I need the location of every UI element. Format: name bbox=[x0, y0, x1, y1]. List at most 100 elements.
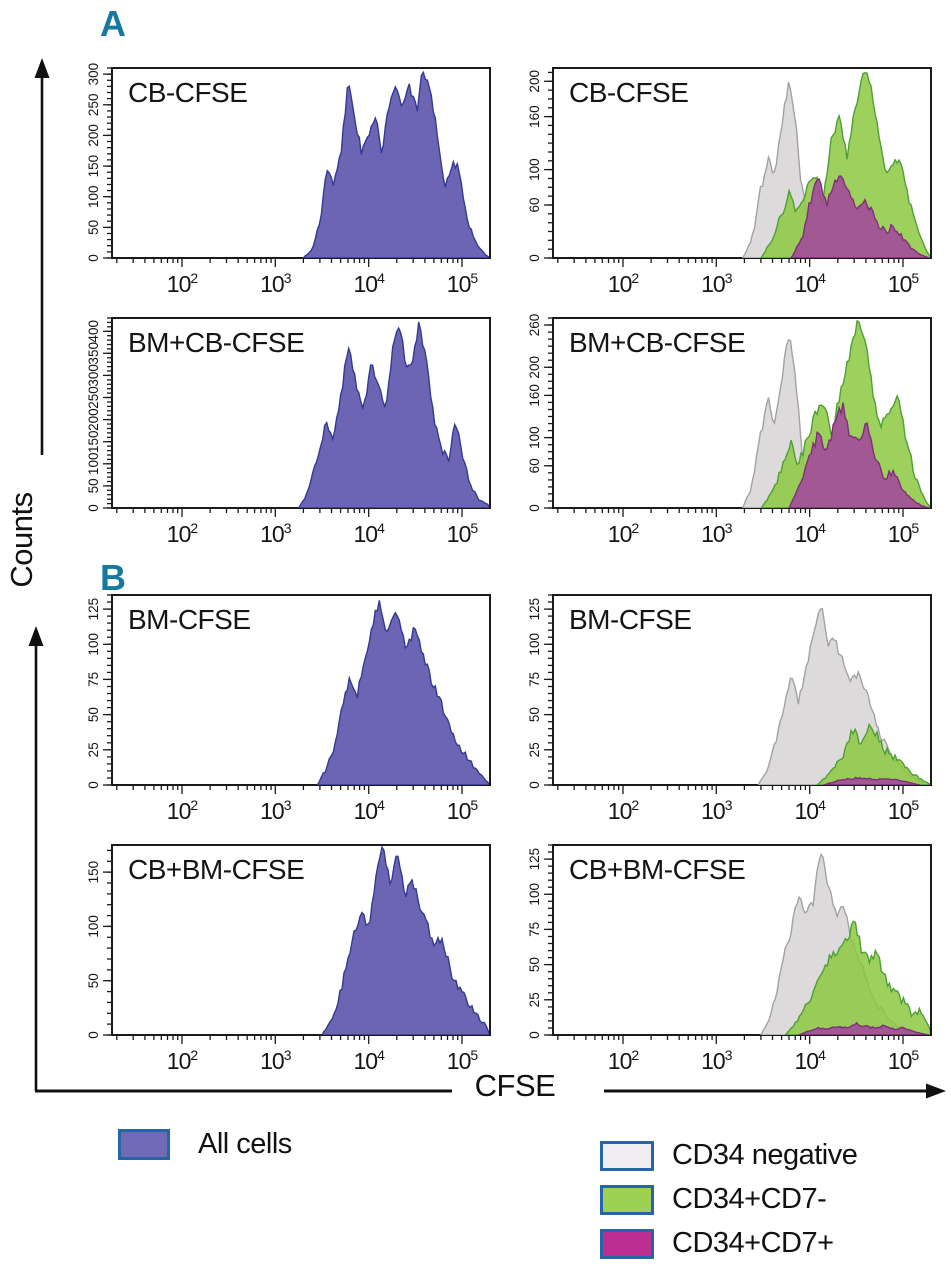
y-tick-label: 0 bbox=[86, 1031, 101, 1039]
y-tick-label: 0 bbox=[86, 254, 101, 262]
y-tick-label: 50 bbox=[86, 707, 101, 722]
y-axis-title: Counts bbox=[4, 492, 39, 588]
y-tick-label: 50 bbox=[527, 707, 542, 722]
y-axis-ticks bbox=[103, 67, 112, 259]
y-tick-label: 50 bbox=[86, 478, 101, 493]
y-axis-ticks bbox=[103, 317, 112, 509]
cd34-cd7-pos-label: CD34+CD7+ bbox=[672, 1227, 834, 1259]
y-tick-label: 60 bbox=[527, 458, 542, 473]
x-tick-label: 102 bbox=[608, 520, 640, 547]
histogram-panel-bm-cfse-all-cells: 0 25 50 75 100 125 102 103 104 105 BM-CFSE bbox=[62, 585, 498, 827]
y-tick-label: 200 bbox=[527, 356, 542, 379]
panel-title: CB+BM-CFSE bbox=[569, 854, 745, 885]
y-tick-label: 125 bbox=[527, 848, 542, 871]
series-cd34-cd7- bbox=[823, 776, 920, 785]
legend-cd34-cd7-neg: CD34+CD7- bbox=[600, 1183, 827, 1216]
y-axis-ticks bbox=[544, 71, 553, 259]
all-cells-swatch bbox=[118, 1129, 170, 1160]
y-tick-label: 200 bbox=[86, 124, 101, 147]
histogram-panel-cb-cfse-all-cells: 0 50 100 150 200 250 300 102 103 104 105 CB-CFSE bbox=[62, 58, 498, 300]
histogram-svg-b1-left: 0 25 50 75 100 125 102 103 104 105 BM-CFSE bbox=[86, 594, 491, 824]
y-tick-label: 150 bbox=[86, 430, 101, 453]
histogram-svg-b1-right: 0 25 50 75 100 125 102 103 104 105 BM-CFSE bbox=[527, 594, 932, 824]
panel-title: CB+BM-CFSE bbox=[128, 854, 304, 885]
y-tick-label: 50 bbox=[86, 973, 101, 988]
x-tick-label: 102 bbox=[608, 1047, 640, 1074]
y-tick-label: 75 bbox=[527, 672, 542, 687]
x-tick-label: 103 bbox=[260, 520, 292, 547]
y-tick-label: 100 bbox=[86, 633, 101, 656]
series-cd34-cd7- bbox=[784, 920, 930, 1035]
y-tick-label: 150 bbox=[86, 861, 101, 884]
x-tick-label: 104 bbox=[795, 270, 827, 297]
x-axis-ticks bbox=[116, 258, 463, 267]
x-tick-label: 102 bbox=[608, 270, 640, 297]
y-tick-label: 0 bbox=[527, 254, 542, 262]
x-tick-label: 103 bbox=[260, 270, 292, 297]
cfse-axis-arrow bbox=[35, 1083, 946, 1099]
series-all-cells bbox=[316, 600, 489, 785]
y-tick-label: 100 bbox=[86, 185, 101, 208]
y-axis-ticks bbox=[544, 844, 553, 1036]
y-tick-label: 60 bbox=[527, 197, 542, 212]
y-axis-ticks bbox=[544, 317, 553, 509]
x-axis-title: CFSE bbox=[474, 1068, 556, 1103]
y-tick-label: 400 bbox=[86, 320, 101, 343]
y-axis-ticks bbox=[103, 849, 112, 1036]
y-tick-label: 25 bbox=[527, 992, 542, 1007]
y-tick-label: 0 bbox=[86, 781, 101, 789]
x-axis-ticks bbox=[557, 508, 904, 517]
x-tick-label: 105 bbox=[888, 270, 920, 297]
histogram-panel-cb-bm-cfse-all-cells: 0 50 100 150 102 103 104 105 CB+BM-CFSE bbox=[62, 835, 498, 1077]
x-tick-label: 104 bbox=[795, 520, 827, 547]
y-axis-ticks bbox=[103, 594, 112, 786]
x-axis-ticks bbox=[116, 1035, 463, 1044]
y-tick-label: 75 bbox=[527, 922, 542, 937]
y-tick-label: 0 bbox=[527, 504, 542, 512]
x-axis-ticks bbox=[557, 785, 904, 794]
x-axis-ticks bbox=[557, 258, 904, 267]
series-cd34-cd7- bbox=[760, 319, 930, 508]
series-all-cells bbox=[302, 70, 489, 258]
y-tick-label: 125 bbox=[527, 598, 542, 621]
legend-cd34-negative: CD34 negative bbox=[600, 1139, 858, 1172]
panel-title: BM-CFSE bbox=[128, 604, 251, 635]
y-tick-label: 300 bbox=[86, 63, 101, 86]
x-tick-label: 104 bbox=[354, 797, 386, 824]
y-tick-label: 100 bbox=[527, 883, 542, 906]
y-axis-ticks bbox=[544, 594, 553, 786]
y-tick-label: 100 bbox=[527, 426, 542, 449]
x-tick-label: 102 bbox=[608, 797, 640, 824]
y-tick-label: 200 bbox=[527, 70, 542, 93]
panel-group-b-label: B bbox=[100, 557, 126, 598]
x-axis-ticks bbox=[557, 1035, 904, 1044]
panel-title: BM+CB-CFSE bbox=[128, 327, 304, 358]
x-tick-label: 105 bbox=[447, 1047, 479, 1074]
histogram-svg-a2-right: 0 60 100 160 200 260 102 103 104 105 BM+CB-CFSE bbox=[527, 314, 932, 547]
series-all-cells bbox=[297, 321, 489, 508]
cd34-negative-swatch bbox=[600, 1140, 654, 1171]
cd34-negative-label: CD34 negative bbox=[672, 1139, 858, 1171]
histogram-panel-bm-cfse-subsets: 0 25 50 75 100 125 102 103 104 105 BM-CFSE bbox=[503, 585, 939, 827]
y-tick-label: 300 bbox=[86, 364, 101, 387]
series-cd34-cd7- bbox=[798, 1021, 930, 1035]
x-tick-label: 103 bbox=[260, 1047, 292, 1074]
x-tick-label: 104 bbox=[354, 520, 386, 547]
x-tick-label: 103 bbox=[701, 1047, 733, 1074]
histogram-svg-b2-right: 0 25 50 75 100 125 102 103 104 105 CB+BM-CFSE bbox=[527, 844, 932, 1074]
x-tick-label: 105 bbox=[447, 520, 479, 547]
x-tick-label: 105 bbox=[888, 797, 920, 824]
y-tick-label: 50 bbox=[527, 957, 542, 972]
panel-group-a-label: A bbox=[100, 3, 126, 44]
panel-title: BM+CB-CFSE bbox=[569, 327, 745, 358]
x-tick-label: 102 bbox=[167, 1047, 199, 1074]
series-cd34-cd7- bbox=[760, 71, 930, 258]
x-axis-ticks bbox=[116, 785, 463, 794]
series-cd34-cd7- bbox=[790, 175, 930, 258]
y-tick-label: 0 bbox=[527, 1031, 542, 1039]
legend-all-cells: All cells bbox=[118, 1128, 292, 1161]
x-tick-label: 103 bbox=[701, 270, 733, 297]
histogram-panel-bm-cb-cfse-subsets: 0 60 100 160 200 260 102 103 104 105 BM+CB-CFSE bbox=[503, 308, 939, 550]
